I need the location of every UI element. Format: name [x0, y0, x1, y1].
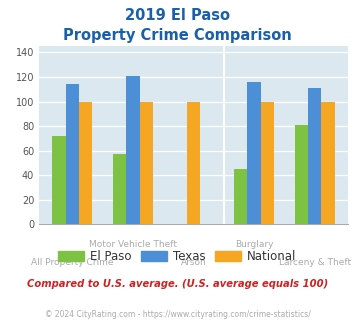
Bar [187, 102, 200, 224]
Text: 2019 El Paso: 2019 El Paso [125, 8, 230, 23]
Bar [53, 136, 66, 224]
Bar [113, 154, 126, 224]
Bar [79, 102, 92, 224]
Text: Compared to U.S. average. (U.S. average equals 100): Compared to U.S. average. (U.S. average … [27, 279, 328, 289]
Bar [140, 102, 153, 224]
Text: Property Crime Comparison: Property Crime Comparison [63, 28, 292, 43]
Bar [126, 76, 140, 224]
Text: © 2024 CityRating.com - https://www.cityrating.com/crime-statistics/: © 2024 CityRating.com - https://www.city… [45, 310, 310, 319]
Bar [295, 125, 308, 224]
Text: Motor Vehicle Theft: Motor Vehicle Theft [89, 241, 177, 249]
Bar [66, 84, 79, 224]
Bar [234, 169, 247, 224]
Bar [247, 82, 261, 224]
Text: All Property Crime: All Property Crime [31, 258, 114, 267]
Bar [261, 102, 274, 224]
Text: Burglary: Burglary [235, 241, 273, 249]
Text: Arson: Arson [181, 258, 206, 267]
Text: Larceny & Theft: Larceny & Theft [279, 258, 351, 267]
Legend: El Paso, Texas, National: El Paso, Texas, National [54, 245, 301, 268]
Bar [321, 102, 334, 224]
Bar [308, 88, 321, 224]
